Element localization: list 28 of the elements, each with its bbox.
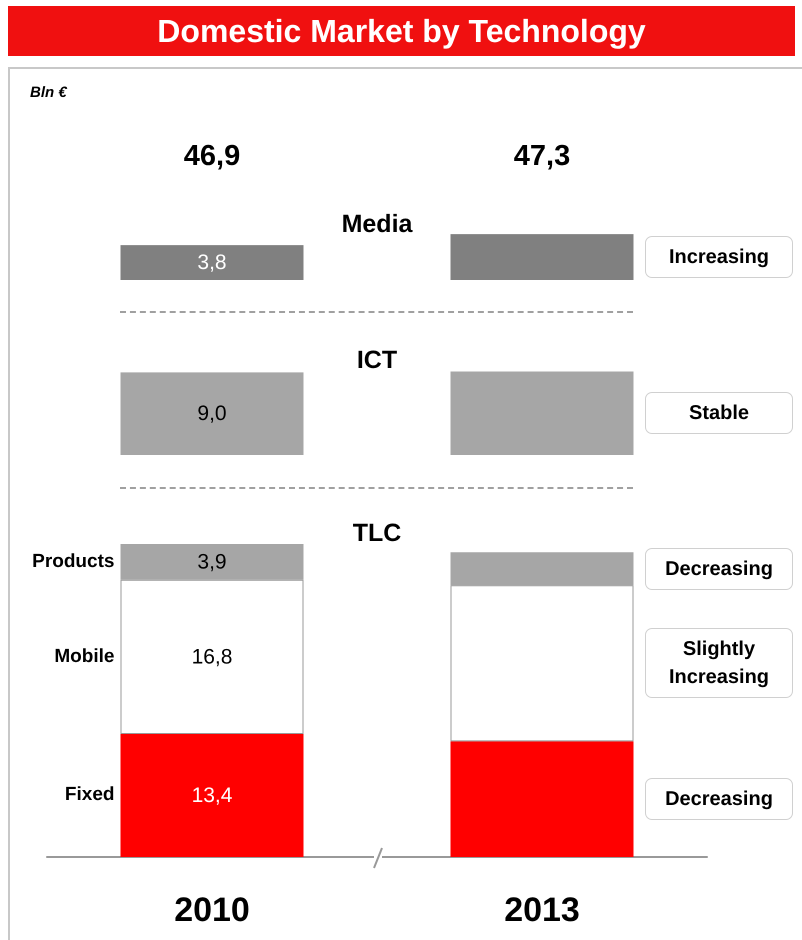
bar [120,544,304,580]
series-label: Mobile [53,644,114,669]
chart-title: Domestic Market by Technology [8,6,795,56]
bar [120,734,304,857]
chart-title: ICT [356,345,398,375]
y-axis-title: Bln € [30,84,67,101]
text: 47,3 [512,140,572,173]
bar [450,552,634,586]
x-tick-label: 2013 [504,891,580,929]
status-box: Decreasing [645,778,793,820]
bar [450,585,634,742]
series-label: Fixed [64,783,114,808]
data-label: 16,8 [192,645,232,668]
chart-title: TLC [352,518,402,548]
x-tick-label: 2010 [174,891,250,929]
status-box: Decreasing [645,548,793,590]
data-label: 13,4 [192,784,233,807]
data-label: 9,0 [197,402,227,426]
data-label: 3,9 [197,550,227,574]
data-label: 3,8 [197,251,227,274]
status-box: Stable [645,392,793,434]
status-box: Increasing [645,236,793,278]
bar [120,580,304,734]
text: 46,9 [182,140,242,173]
status-box: Slightly Increasing [645,628,793,698]
bar [450,741,634,857]
chart-subtitle: Media [340,209,414,239]
series-label: Products [31,550,114,574]
